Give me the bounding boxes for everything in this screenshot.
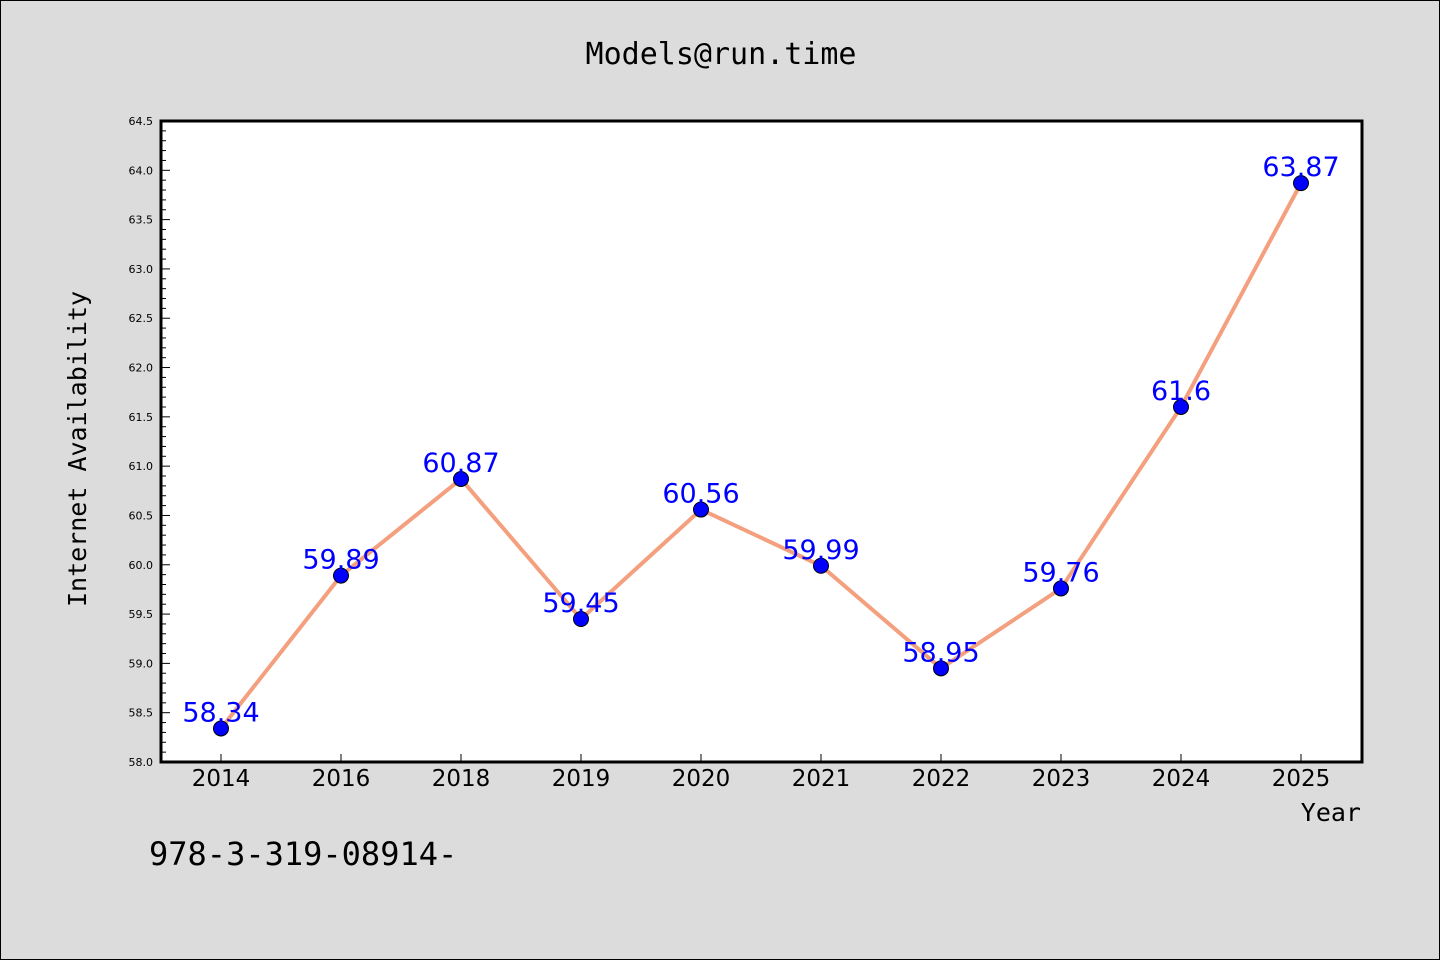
y-tick-label: 62.5: [129, 312, 154, 325]
plot-area: [159, 119, 1364, 764]
data-markers: [213, 175, 1309, 737]
y-tick-label: 58.5: [129, 707, 154, 720]
data-label: 63.87: [1262, 152, 1339, 183]
x-axis-ticks: 2014 2016 2018 2019 2020 2021 2022 2023 2024 2025: [192, 754, 1331, 792]
x-tick-label: 2024: [1152, 766, 1211, 792]
y-tick-label: 58.0: [129, 756, 154, 769]
data-label: 60.87: [422, 448, 499, 479]
y-tick-label: 61.5: [129, 411, 154, 424]
x-tick-label: 2023: [1032, 766, 1091, 792]
series-line: [219, 181, 1303, 731]
data-point: [1173, 398, 1189, 415]
y-tick-label: 62.0: [129, 362, 154, 375]
y-tick-label: 64.0: [129, 164, 154, 177]
data-point: [453, 470, 469, 487]
data-label: 59.45: [542, 588, 619, 619]
data-label: 59.76: [1022, 557, 1099, 588]
y-axis-ticks: 58.0 58.5 59.0 59.5 60.0 60.5 61.0 61.5 62.0 62.5…: [129, 115, 170, 769]
footer-text: 978-3-319-08914-: [149, 835, 457, 873]
x-tick-label: 2025: [1272, 766, 1331, 792]
data-point: [693, 501, 709, 518]
chart-title: Models@run.time: [586, 37, 857, 72]
data-point: [1053, 580, 1069, 597]
y-tick-label: 59.5: [129, 608, 154, 621]
data-label: 58.95: [902, 637, 979, 668]
data-point: [333, 567, 349, 584]
x-axis-label: Year: [1301, 798, 1361, 827]
data-label: 61.6: [1151, 376, 1211, 407]
series-line-group: [219, 181, 1303, 731]
data-point: [1293, 175, 1309, 192]
x-tick-label: 2020: [672, 766, 731, 792]
data-point: [933, 660, 949, 677]
x-tick-label: 2014: [192, 766, 251, 792]
y-tick-label: 61.0: [129, 460, 154, 473]
data-point: [813, 557, 829, 574]
y-tick-label: 60.5: [129, 509, 154, 522]
data-point: [573, 611, 589, 628]
data-label: 60.56: [662, 479, 739, 510]
data-point: [213, 720, 229, 737]
y-axis-label: Internet Availability: [63, 291, 92, 607]
x-tick-label: 2019: [552, 766, 611, 792]
x-tick-label: 2021: [792, 766, 851, 792]
data-label: 59.99: [782, 535, 859, 566]
y-tick-label: 64.5: [129, 115, 154, 128]
x-tick-label: 2016: [312, 766, 371, 792]
y-tick-label: 63.5: [129, 214, 154, 227]
x-tick-label: 2018: [432, 766, 491, 792]
data-label: 58.34: [182, 697, 259, 728]
y-tick-label: 60.0: [129, 559, 154, 572]
data-label: 59.89: [302, 545, 379, 576]
y-tick-label: 59.0: [129, 657, 154, 670]
data-labels: 58.34 59.89 60.87 59.45 60.56 59.99 58.95 59.76…: [182, 152, 1339, 728]
y-tick-label: 63.0: [129, 263, 154, 276]
x-tick-label: 2022: [912, 766, 971, 792]
